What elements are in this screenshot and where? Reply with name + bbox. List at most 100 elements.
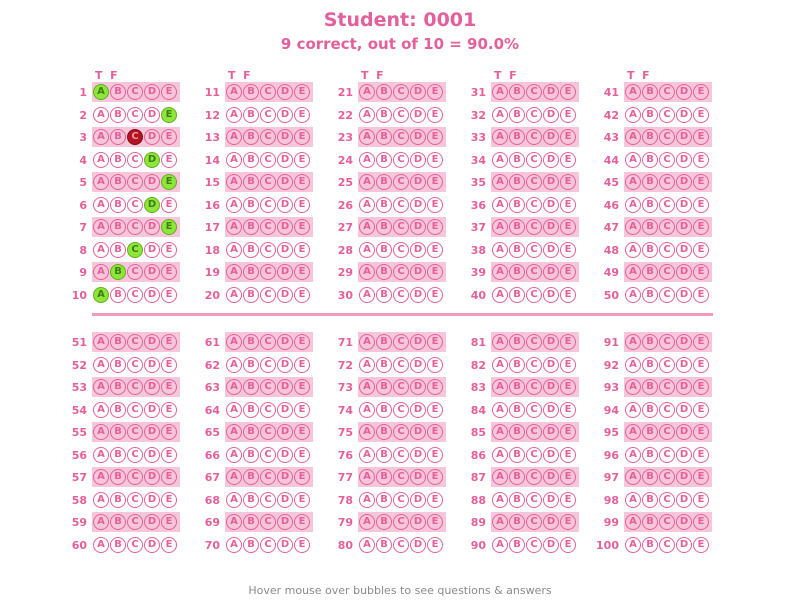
answer-bubble-d[interactable]: D — [277, 84, 293, 100]
answer-bubble-d[interactable]: D — [676, 492, 692, 508]
answer-bubble-a[interactable]: A — [226, 264, 242, 280]
answer-bubble-c[interactable]: C — [393, 287, 409, 303]
answer-bubble-b[interactable]: B — [642, 197, 658, 213]
answer-bubble-c[interactable]: C — [526, 174, 542, 190]
answer-bubble-e[interactable]: E — [294, 107, 310, 123]
answer-bubble-c[interactable]: C — [659, 357, 675, 373]
answer-bubble-b[interactable]: B — [110, 469, 126, 485]
answer-bubble-c[interactable]: C — [260, 402, 276, 418]
answer-bubble-e[interactable]: E — [560, 264, 576, 280]
answer-bubble-c[interactable]: C — [659, 447, 675, 463]
answer-bubble-a[interactable]: A — [93, 84, 109, 100]
answer-bubble-d[interactable]: D — [543, 514, 559, 530]
answer-bubble-c[interactable]: C — [526, 514, 542, 530]
answer-bubble-d[interactable]: D — [277, 447, 293, 463]
answer-bubble-d[interactable]: D — [543, 107, 559, 123]
answer-bubble-e[interactable]: E — [693, 514, 709, 530]
answer-bubble-b[interactable]: B — [376, 107, 392, 123]
answer-bubble-e[interactable]: E — [427, 197, 443, 213]
answer-bubble-b[interactable]: B — [376, 334, 392, 350]
answer-bubble-e[interactable]: E — [560, 402, 576, 418]
answer-bubble-c[interactable]: C — [526, 469, 542, 485]
answer-bubble-a[interactable]: A — [226, 334, 242, 350]
answer-bubble-b[interactable]: B — [509, 424, 525, 440]
answer-bubble-b[interactable]: B — [509, 107, 525, 123]
answer-bubble-c[interactable]: C — [260, 129, 276, 145]
answer-bubble-d[interactable]: D — [410, 424, 426, 440]
answer-bubble-a[interactable]: A — [226, 402, 242, 418]
answer-bubble-b[interactable]: B — [110, 107, 126, 123]
answer-bubble-e[interactable]: E — [427, 402, 443, 418]
answer-bubble-b[interactable]: B — [642, 84, 658, 100]
answer-bubble-c[interactable]: C — [659, 424, 675, 440]
answer-bubble-a[interactable]: A — [93, 152, 109, 168]
answer-bubble-d[interactable]: D — [410, 152, 426, 168]
answer-bubble-b[interactable]: B — [376, 152, 392, 168]
answer-bubble-d[interactable]: D — [144, 402, 160, 418]
answer-bubble-b[interactable]: B — [642, 107, 658, 123]
answer-bubble-d[interactable]: D — [144, 334, 160, 350]
answer-bubble-b[interactable]: B — [509, 287, 525, 303]
answer-bubble-a[interactable]: A — [359, 242, 375, 258]
answer-bubble-e[interactable]: E — [427, 379, 443, 395]
answer-bubble-d[interactable]: D — [543, 402, 559, 418]
answer-bubble-a[interactable]: A — [492, 492, 508, 508]
answer-bubble-e[interactable]: E — [294, 84, 310, 100]
answer-bubble-b[interactable]: B — [243, 152, 259, 168]
answer-bubble-b[interactable]: B — [376, 514, 392, 530]
answer-bubble-d[interactable]: D — [144, 492, 160, 508]
answer-bubble-a[interactable]: A — [226, 537, 242, 553]
answer-bubble-d[interactable]: D — [676, 379, 692, 395]
answer-bubble-b[interactable]: B — [243, 264, 259, 280]
answer-bubble-a[interactable]: A — [226, 219, 242, 235]
answer-bubble-b[interactable]: B — [376, 469, 392, 485]
answer-bubble-c[interactable]: C — [260, 514, 276, 530]
answer-bubble-a[interactable]: A — [492, 424, 508, 440]
answer-bubble-e[interactable]: E — [560, 197, 576, 213]
answer-bubble-d[interactable]: D — [676, 537, 692, 553]
answer-bubble-a[interactable]: A — [359, 84, 375, 100]
answer-bubble-a[interactable]: A — [226, 174, 242, 190]
answer-bubble-c[interactable]: C — [260, 287, 276, 303]
answer-bubble-a[interactable]: A — [226, 469, 242, 485]
answer-bubble-c[interactable]: C — [127, 514, 143, 530]
answer-bubble-b[interactable]: B — [642, 447, 658, 463]
answer-bubble-b[interactable]: B — [376, 219, 392, 235]
answer-bubble-a[interactable]: A — [359, 379, 375, 395]
answer-bubble-d[interactable]: D — [676, 84, 692, 100]
answer-bubble-d[interactable]: D — [676, 174, 692, 190]
answer-bubble-c[interactable]: C — [659, 492, 675, 508]
answer-bubble-d[interactable]: D — [410, 469, 426, 485]
answer-bubble-b[interactable]: B — [509, 379, 525, 395]
answer-bubble-a[interactable]: A — [492, 334, 508, 350]
answer-bubble-d[interactable]: D — [410, 264, 426, 280]
answer-bubble-e[interactable]: E — [560, 492, 576, 508]
answer-bubble-c[interactable]: C — [526, 287, 542, 303]
answer-bubble-a[interactable]: A — [625, 242, 641, 258]
answer-bubble-d[interactable]: D — [676, 287, 692, 303]
answer-bubble-a[interactable]: A — [93, 219, 109, 235]
answer-bubble-a[interactable]: A — [93, 514, 109, 530]
answer-bubble-d[interactable]: D — [277, 287, 293, 303]
answer-bubble-d[interactable]: D — [144, 174, 160, 190]
answer-bubble-d[interactable]: D — [543, 379, 559, 395]
answer-bubble-c[interactable]: C — [393, 219, 409, 235]
answer-bubble-c[interactable]: C — [393, 334, 409, 350]
answer-bubble-a[interactable]: A — [93, 197, 109, 213]
answer-bubble-c[interactable]: C — [659, 219, 675, 235]
answer-bubble-d[interactable]: D — [277, 197, 293, 213]
answer-bubble-a[interactable]: A — [625, 129, 641, 145]
answer-bubble-b[interactable]: B — [110, 129, 126, 145]
answer-bubble-b[interactable]: B — [376, 242, 392, 258]
answer-bubble-a[interactable]: A — [226, 357, 242, 373]
answer-bubble-e[interactable]: E — [294, 334, 310, 350]
answer-bubble-d[interactable]: D — [144, 84, 160, 100]
answer-bubble-c[interactable]: C — [659, 469, 675, 485]
answer-bubble-b[interactable]: B — [376, 174, 392, 190]
answer-bubble-d[interactable]: D — [410, 107, 426, 123]
answer-bubble-d[interactable]: D — [410, 492, 426, 508]
answer-bubble-b[interactable]: B — [509, 357, 525, 373]
answer-bubble-b[interactable]: B — [376, 264, 392, 280]
answer-bubble-c[interactable]: C — [393, 152, 409, 168]
answer-bubble-b[interactable]: B — [376, 197, 392, 213]
